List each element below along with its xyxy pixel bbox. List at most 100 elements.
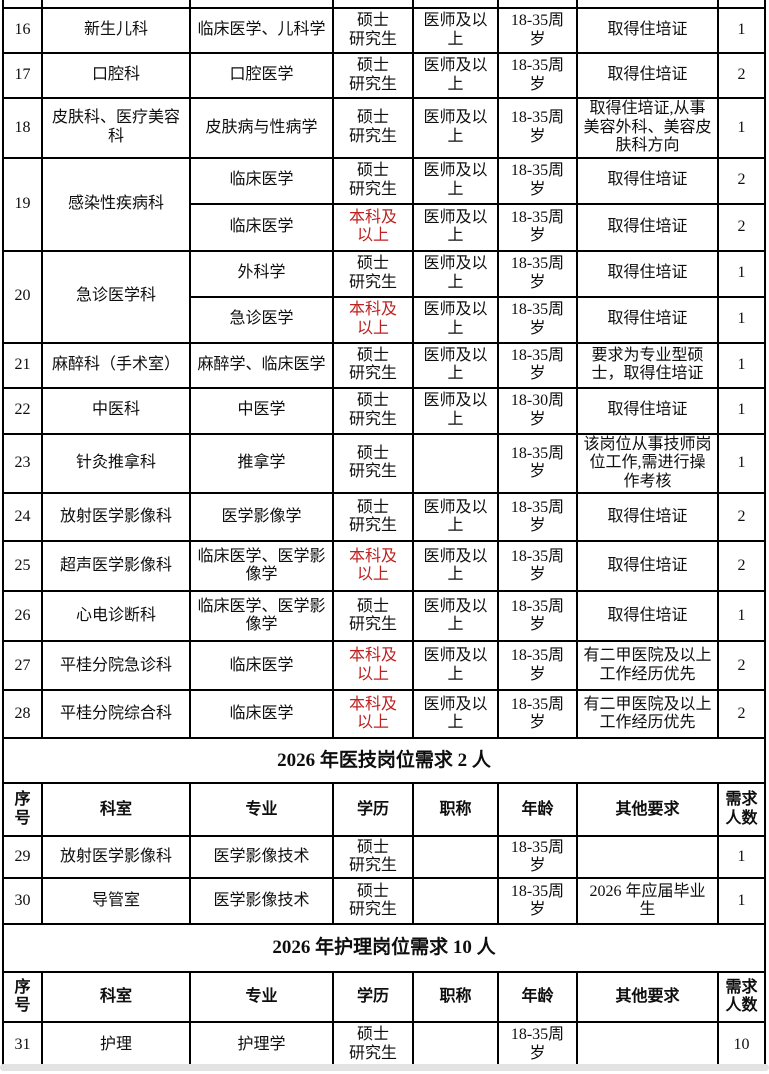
table-row: 19 感染性疾病科 临床医学 硕士 研究生 医师及以上 18-35周 岁 取得住… [2,156,766,252]
col-header-other: 其他要求 [576,971,719,1024]
col-header-no: 序 号 [2,782,43,838]
cell-title: 医师及以上 [412,689,499,740]
table-row: 31 护理 护理学 硕士 研究生 18-35周 岁 10 [2,1021,766,1069]
col-header-dept: 科室 [41,782,191,838]
col-header-degree: 学历 [332,971,414,1024]
table-row: 25 超声医学影像科 临床医学、医学影像学 本科及 以上 医师及以上 18-35… [2,540,766,593]
cell-dept: 针灸推拿科 [41,432,191,495]
cell-degree: 硕士 研究生 [332,7,414,54]
cell-degree: 本科及 以上 [332,640,414,692]
cell-age: 18-35周 岁 [497,249,578,298]
cell-degree: 硕士 研究生 [332,877,414,926]
col-header-age: 年龄 [497,782,578,838]
cell-no: 21 [2,341,43,389]
cell-degree: 硕士 研究生 [332,590,414,643]
cell-major: 护理学 [189,1021,334,1069]
cell-no: 17 [2,52,43,99]
cell-title: 医师及以上 [412,7,499,54]
cell-degree: 硕士 研究生 [332,52,414,99]
cell-degree: 硕士 研究生 [332,156,414,205]
cell-dept: 平桂分院急诊科 [41,640,191,692]
cell-other: 取得住培证 [576,202,719,252]
cell-no: 20 [2,249,43,344]
cell-major: 临床医学、医学影像学 [189,590,334,643]
cell-age: 18-35周 岁 [497,590,578,643]
cell-degree: 硕士 研究生 [332,1021,414,1069]
col-header-major: 专业 [189,971,334,1024]
cell-age: 18-35周 岁 [497,7,578,54]
cell-degree: 硕士 研究生 [332,249,414,298]
cell-no: 28 [2,689,43,740]
cell-count: 1 [717,341,766,389]
cell-other: 取得住培证 [576,386,719,435]
cell-other [576,835,719,880]
cell-major: 临床医学、儿科学 [189,7,334,54]
cell-title: 医师及以上 [412,295,499,344]
cell-count: 1 [717,877,766,926]
cell-degree: 本科及 以上 [332,689,414,740]
col-header-no: 序 号 [2,971,43,1024]
cell-age: 18-35周 岁 [497,640,578,692]
cell-major: 口腔医学 [189,52,334,99]
cell-dept: 急诊医学科 [41,249,191,344]
cell-age: 18-35周 岁 [497,1021,578,1069]
cell-dept: 导管室 [41,877,191,926]
cell-no: 22 [2,386,43,435]
cell-major: 医学影像技术 [189,877,334,926]
cell-no: 19 [2,156,43,252]
partial-cell [717,0,766,9]
cell-dept: 放射医学影像科 [41,492,191,543]
cell-no: 18 [2,97,43,159]
cell-title [412,835,499,880]
section-title-nursing: 2026 年护理岗位需求 10 人 [2,923,766,974]
partial-row [2,0,766,9]
cell-age: 18-30周 岁 [497,386,578,435]
cell-no: 24 [2,492,43,543]
cell-no: 23 [2,432,43,495]
cell-count: 1 [717,590,766,643]
cell-major: 临床医学 [189,689,334,740]
cell-count: 2 [717,540,766,593]
cell-degree: 本科及 以上 [332,540,414,593]
partial-cell [576,0,719,9]
col-header-dept: 科室 [41,971,191,1024]
cell-other: 取得住培证 [576,249,719,298]
col-header-age: 年龄 [497,971,578,1024]
cell-age: 18-35周 岁 [497,52,578,99]
cell-title: 医师及以上 [412,640,499,692]
cell-other: 取得住培证 [576,7,719,54]
cell-count: 1 [717,432,766,495]
cell-major: 医学影像技术 [189,835,334,880]
col-header-other: 其他要求 [576,782,719,838]
table-row: 30 导管室 医学影像技术 硕士 研究生 18-35周 岁 2026 年应届毕业… [2,877,766,926]
table-row: 20 急诊医学科 外科学 硕士 研究生 医师及以上 18-35周 岁 取得住培证… [2,249,766,344]
cell-other: 取得住培证 [576,540,719,593]
cell-age: 18-35周 岁 [497,492,578,543]
cell-title: 医师及以上 [412,249,499,298]
col-header-count: 需求 人数 [717,971,766,1024]
cell-dept: 心电诊断科 [41,590,191,643]
section-row-nursing: 2026 年护理岗位需求 10 人 [2,923,766,974]
table-row: 24 放射医学影像科 医学影像学 硕士 研究生 医师及以上 18-35周 岁 取… [2,492,766,543]
col-header-major: 专业 [189,782,334,838]
cell-dept: 感染性疾病科 [41,156,191,252]
cell-degree: 本科及 以上 [332,295,414,344]
cell-dept: 口腔科 [41,52,191,99]
cell-other: 取得住培证 [576,295,719,344]
cell-other: 该岗位从事技师岗位工作,需进行操作考核 [576,432,719,495]
table-row: 临床医学 本科及 以上 医师及以上 18-35周 岁 取得住培证 2 [3,202,766,252]
partial-cell [41,0,191,9]
col-header-count: 需求 人数 [717,782,766,838]
cell-degree: 硕士 研究生 [332,492,414,543]
cell-age: 18-35周 岁 [497,156,578,205]
cell-title: 医师及以上 [412,492,499,543]
cell-age: 18-35周 岁 [497,97,578,159]
cell-age: 18-35周 岁 [497,202,578,252]
cell-title: 医师及以上 [412,97,499,159]
cell-age: 18-35周 岁 [497,689,578,740]
cell-count: 1 [717,835,766,880]
cell-title: 医师及以上 [412,202,499,252]
cell-title [412,432,499,495]
